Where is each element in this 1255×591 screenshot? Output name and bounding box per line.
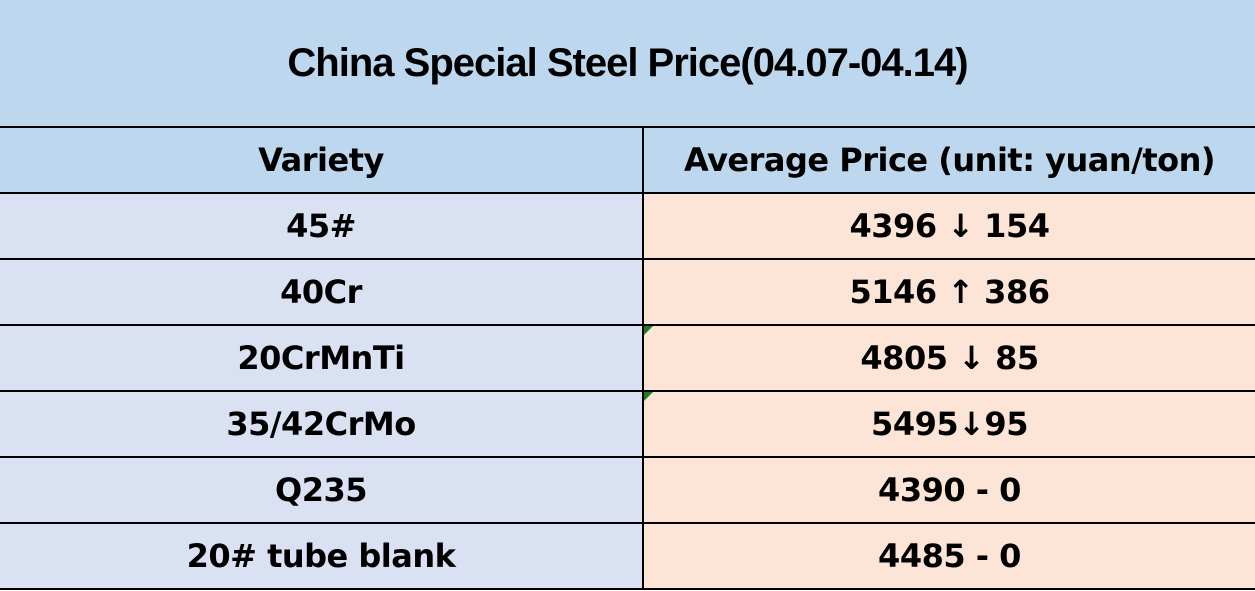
table-title-band: China Special Steel Price(04.07-04.14) <box>0 0 1255 128</box>
variety-label: 40Cr <box>280 273 362 311</box>
variety-label: 35/42CrMo <box>226 405 416 443</box>
table-row: Q235 4390 - 0 <box>0 458 1255 524</box>
header-price-label: Average Price (unit: yuan/ton) <box>683 141 1216 179</box>
variety-cell: 20CrMnTi <box>0 326 644 390</box>
header-cell-price: Average Price (unit: yuan/ton) <box>644 128 1255 192</box>
variety-cell: 45# <box>0 194 644 258</box>
table-row: 45# 4396 ↓ 154 <box>0 194 1255 260</box>
page-title: China Special Steel Price(04.07-04.14) <box>287 40 968 85</box>
table-row: 20# tube blank 4485 - 0 <box>0 524 1255 590</box>
variety-label: 20# tube blank <box>186 537 456 575</box>
price-value: 4396 ↓ 154 <box>849 207 1050 245</box>
variety-cell: 20# tube blank <box>0 524 644 588</box>
variety-cell: Q235 <box>0 458 644 522</box>
price-cell: 4390 - 0 <box>644 458 1255 522</box>
table-row: 20CrMnTi 4805 ↓ 85 <box>0 326 1255 392</box>
variety-label: Q235 <box>275 471 368 509</box>
price-cell: 5146 ↑ 386 <box>644 260 1255 324</box>
price-cell: 5495↓95 <box>644 392 1255 456</box>
price-value: 5146 ↑ 386 <box>849 273 1050 311</box>
table-header-row: Variety Average Price (unit: yuan/ton) <box>0 128 1255 194</box>
variety-cell: 35/42CrMo <box>0 392 644 456</box>
cell-error-indicator <box>644 392 653 401</box>
price-value: 5495↓95 <box>871 405 1028 443</box>
header-variety-label: Variety <box>258 141 384 179</box>
header-cell-variety: Variety <box>0 128 644 192</box>
price-cell: 4396 ↓ 154 <box>644 194 1255 258</box>
variety-cell: 40Cr <box>0 260 644 324</box>
price-cell: 4485 - 0 <box>644 524 1255 588</box>
cell-error-indicator <box>644 326 653 335</box>
variety-label: 45# <box>286 207 356 245</box>
table-row: 35/42CrMo 5495↓95 <box>0 392 1255 458</box>
price-value: 4390 - 0 <box>878 471 1021 509</box>
variety-label: 20CrMnTi <box>237 339 405 377</box>
price-cell: 4805 ↓ 85 <box>644 326 1255 390</box>
price-value: 4805 ↓ 85 <box>860 339 1039 377</box>
table-row: 40Cr 5146 ↑ 386 <box>0 260 1255 326</box>
price-value: 4485 - 0 <box>878 537 1021 575</box>
